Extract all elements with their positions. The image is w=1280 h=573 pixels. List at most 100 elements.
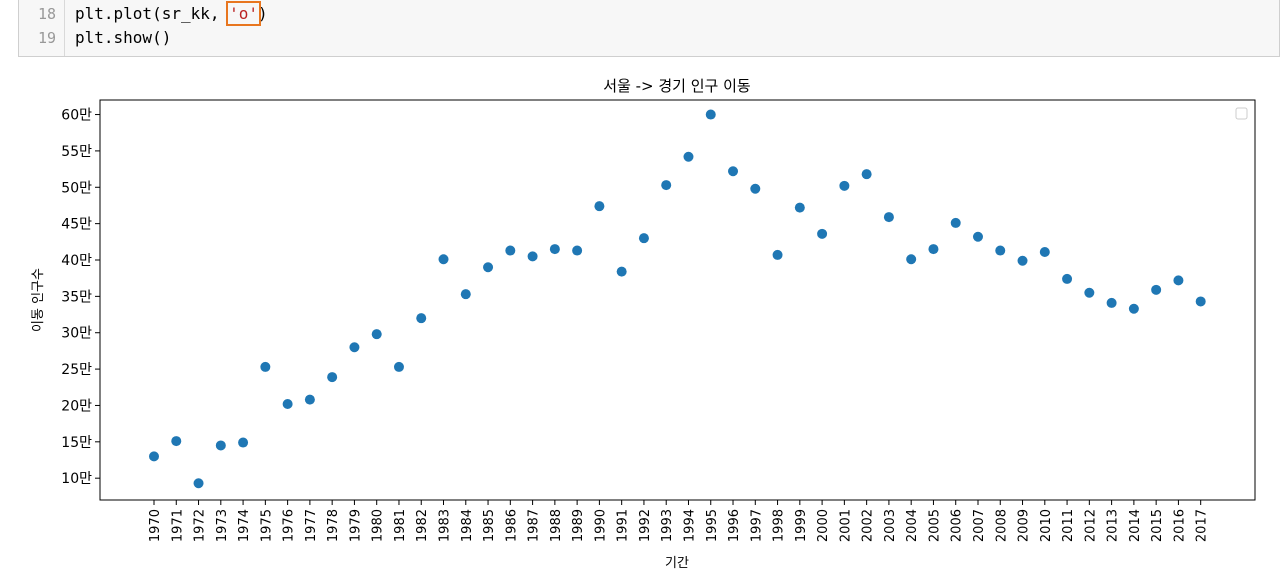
data-point xyxy=(193,478,204,489)
code-text: ) xyxy=(258,4,268,23)
data-point xyxy=(995,245,1006,256)
data-point xyxy=(327,372,338,383)
x-tick-label: 2003 xyxy=(883,509,898,542)
x-tick-label: 2013 xyxy=(1106,509,1121,542)
code-cell[interactable]: 18 19 plt.plot(sr_kk, 'o') plt.show() xyxy=(0,0,1280,60)
data-point xyxy=(349,342,360,353)
data-point xyxy=(728,166,739,177)
x-tick-label: 1985 xyxy=(482,509,497,542)
y-axis-label: 이동 인구수 xyxy=(31,268,46,332)
x-tick-label: 1976 xyxy=(282,509,297,542)
line-number: 18 xyxy=(37,5,56,23)
y-tick-label: 55만 xyxy=(61,144,92,160)
x-tick-label: 1994 xyxy=(682,509,697,542)
x-tick-label: 1988 xyxy=(549,509,564,542)
x-tick-label: 1997 xyxy=(749,509,764,542)
data-point xyxy=(171,436,182,447)
code-line[interactable]: plt.plot(sr_kk, 'o') xyxy=(75,1,268,26)
x-tick-label: 1989 xyxy=(571,509,586,542)
data-point xyxy=(772,249,783,260)
data-point xyxy=(972,231,983,242)
data-point xyxy=(416,313,427,324)
data-point xyxy=(616,266,627,277)
x-tick-label: 2007 xyxy=(972,509,987,542)
x-tick-label: 1982 xyxy=(415,509,430,542)
y-tick-label: 50만 xyxy=(61,180,92,196)
data-point xyxy=(393,361,404,372)
x-tick-label: 1981 xyxy=(393,509,408,542)
data-point xyxy=(1017,255,1028,266)
data-point xyxy=(661,180,672,191)
x-tick-label: 1979 xyxy=(348,509,363,542)
x-tick-label: 1986 xyxy=(504,509,519,542)
data-point xyxy=(505,245,516,256)
data-point xyxy=(705,109,716,120)
code-text: plt.show() xyxy=(75,28,172,47)
x-tick-label: 1992 xyxy=(638,509,653,542)
code-line[interactable]: plt.show() xyxy=(75,28,171,47)
x-tick-label: 2011 xyxy=(1061,509,1076,542)
x-tick-label: 1987 xyxy=(527,509,542,542)
x-tick-label: 2002 xyxy=(861,509,876,542)
y-tick-label: 35만 xyxy=(61,289,92,305)
y-tick-label: 25만 xyxy=(61,362,92,378)
x-tick-label: 2009 xyxy=(1017,509,1032,542)
data-point xyxy=(906,254,917,265)
x-tick-label: 1977 xyxy=(304,509,319,542)
data-point xyxy=(483,262,494,273)
data-point xyxy=(238,437,249,448)
data-point xyxy=(438,254,449,265)
x-tick-label: 2004 xyxy=(905,509,920,542)
data-point xyxy=(950,217,961,228)
data-point xyxy=(1173,275,1184,286)
scatter-chart: 서울 -> 경기 인구 이동 10만 15만 20만 25만 30만 35만 40만 45만 5… xyxy=(31,77,1256,571)
x-tick-label: 1973 xyxy=(215,509,230,542)
x-tick-label: 1983 xyxy=(438,509,453,542)
y-tick-label: 10만 xyxy=(61,471,92,487)
y-tick-label: 30만 xyxy=(61,326,92,342)
cell-output: 서울 -> 경기 인구 이동 10만 15만 20만 25만 30만 35만 40만 45만 5… xyxy=(0,60,1280,571)
x-tick-label: 2012 xyxy=(1083,509,1098,542)
x-tick-label: 1999 xyxy=(794,509,809,542)
x-tick-label: 1984 xyxy=(460,509,475,542)
x-tick-label: 1990 xyxy=(593,509,608,542)
y-tick-label: 60만 xyxy=(61,108,92,124)
code-text: plt.plot(sr_kk, xyxy=(75,4,230,23)
data-point xyxy=(282,399,293,409)
data-point xyxy=(149,451,159,462)
x-axis: 1970 1971 1972 1973 1974 1975 1976 1977 1978 1979… xyxy=(148,500,1210,542)
x-axis-label: 기간 xyxy=(665,556,689,569)
x-tick-label: 2017 xyxy=(1195,509,1210,542)
x-tick-label: 1991 xyxy=(616,509,631,542)
data-point xyxy=(572,245,583,256)
data-point xyxy=(839,180,850,191)
x-tick-label: 2008 xyxy=(994,509,1009,542)
x-tick-label: 2015 xyxy=(1150,509,1165,542)
y-axis: 10만 15만 20만 25만 30만 35만 40만 45만 50만 55만 60만 xyxy=(61,108,100,487)
data-point xyxy=(304,394,315,405)
x-tick-label: 2006 xyxy=(950,509,965,542)
legend-box xyxy=(1235,107,1248,120)
data-point xyxy=(750,183,761,194)
y-tick-label: 45만 xyxy=(61,217,92,233)
data-point xyxy=(817,228,828,239)
data-point xyxy=(1062,273,1073,284)
x-tick-label: 1971 xyxy=(170,509,185,542)
data-point xyxy=(638,233,649,244)
data-point xyxy=(460,289,471,300)
x-tick-label: 1995 xyxy=(705,509,720,542)
data-point xyxy=(260,361,271,372)
line-number: 19 xyxy=(37,29,56,47)
x-tick-label: 1972 xyxy=(193,509,208,542)
y-tick-label: 15만 xyxy=(61,435,92,451)
data-point xyxy=(928,244,939,255)
data-point xyxy=(1039,247,1050,257)
data-point xyxy=(683,151,694,162)
highlighted-string-literal: 'o' xyxy=(226,1,262,26)
plot-area xyxy=(99,99,1256,501)
data-point xyxy=(861,169,872,180)
x-tick-label: 1998 xyxy=(772,509,787,542)
code-editor[interactable]: 18 19 plt.plot(sr_kk, 'o') plt.show() xyxy=(18,0,1280,57)
x-tick-label: 2001 xyxy=(838,509,853,542)
x-tick-label: 1996 xyxy=(727,509,742,542)
